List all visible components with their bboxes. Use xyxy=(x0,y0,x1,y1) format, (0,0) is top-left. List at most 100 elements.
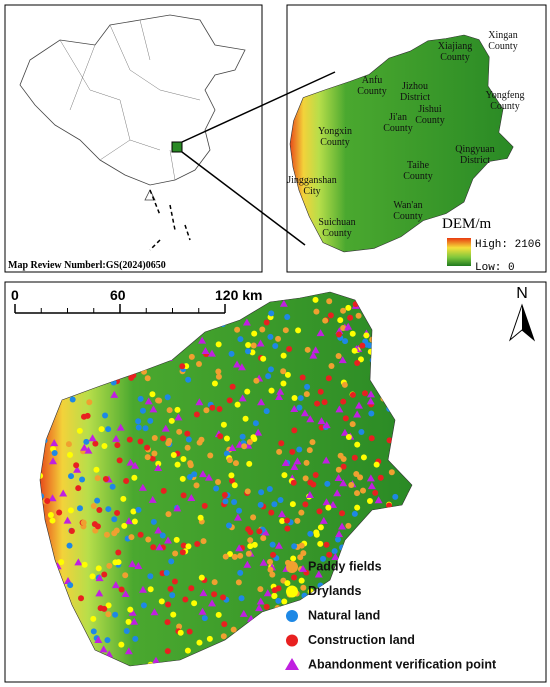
sample-point xyxy=(260,535,267,542)
sample-point xyxy=(325,504,332,511)
sample-point xyxy=(284,371,291,378)
sample-point xyxy=(379,367,386,374)
inset-frame xyxy=(4,4,263,273)
sample-point xyxy=(176,428,183,435)
sample-point xyxy=(164,394,171,401)
sample-point xyxy=(296,404,303,411)
dem-ramp xyxy=(447,238,471,266)
sample-point xyxy=(354,359,361,366)
sample-point xyxy=(262,642,269,649)
sample-point xyxy=(147,586,154,593)
sample-point xyxy=(228,314,235,321)
sample-point xyxy=(190,318,197,325)
sample-point xyxy=(297,612,304,619)
sample-point xyxy=(386,405,393,412)
sample-point xyxy=(313,529,320,536)
sample-point xyxy=(185,436,192,443)
sample-point xyxy=(345,434,352,441)
sample-point xyxy=(40,304,46,311)
sample-point xyxy=(291,543,298,550)
sample-point xyxy=(90,615,97,622)
sample-point xyxy=(317,388,324,395)
verification-point xyxy=(314,570,323,578)
sample-point xyxy=(395,326,402,333)
sample-point xyxy=(149,455,156,462)
sample-point xyxy=(355,539,362,546)
sample-point xyxy=(127,606,134,613)
verification-point xyxy=(149,405,158,413)
sample-point xyxy=(193,482,200,489)
sample-point xyxy=(137,395,144,402)
county-label: Yongxin County xyxy=(318,126,352,148)
sample-point xyxy=(282,327,289,334)
sample-point xyxy=(93,296,100,303)
sample-point xyxy=(229,383,236,390)
sample-point xyxy=(317,540,324,547)
sample-point xyxy=(263,603,270,610)
sample-point xyxy=(70,310,77,317)
sample-point xyxy=(47,512,54,519)
verification-point xyxy=(392,366,401,374)
sample-point xyxy=(311,646,318,653)
sample-point xyxy=(131,518,138,525)
sample-point xyxy=(393,298,400,305)
sample-point xyxy=(94,497,101,504)
verification-point xyxy=(336,625,345,633)
sample-point xyxy=(188,585,195,592)
sample-point xyxy=(388,469,395,476)
sample-point xyxy=(246,460,253,467)
sample-point xyxy=(55,614,62,621)
sample-point xyxy=(307,530,314,537)
sample-point xyxy=(231,499,238,506)
sample-point xyxy=(374,543,381,550)
sample-point xyxy=(58,559,65,566)
sample-point xyxy=(171,578,178,585)
verification-point xyxy=(111,331,120,339)
sample-point xyxy=(275,335,282,342)
sample-point xyxy=(335,331,342,338)
sample-point xyxy=(115,559,122,566)
sample-point xyxy=(105,611,112,618)
sample-point xyxy=(159,435,166,442)
verification-point xyxy=(311,346,320,354)
sample-point xyxy=(337,452,344,459)
sample-point xyxy=(51,450,58,457)
sample-point xyxy=(179,475,186,482)
sample-point xyxy=(132,635,139,642)
sample-point xyxy=(203,407,210,414)
sample-point xyxy=(334,536,341,543)
sample-point xyxy=(123,628,130,635)
sample-point xyxy=(284,517,291,524)
verification-point xyxy=(255,604,264,612)
sample-point xyxy=(44,373,51,380)
verification-point xyxy=(204,473,213,481)
verification-point xyxy=(134,562,143,570)
sample-point xyxy=(388,564,395,571)
sample-point xyxy=(169,592,176,599)
verification-point xyxy=(187,494,196,502)
sample-point xyxy=(40,493,45,500)
verification-point xyxy=(154,526,163,534)
sample-point xyxy=(349,391,356,398)
verification-point xyxy=(155,543,164,551)
sample-point xyxy=(49,517,56,524)
sample-point xyxy=(115,314,122,321)
sample-point xyxy=(394,555,401,562)
sample-point xyxy=(234,326,241,333)
main-frame xyxy=(4,281,547,683)
sample-point xyxy=(81,371,88,378)
sample-point xyxy=(263,408,270,415)
sample-point xyxy=(100,378,107,385)
sample-point xyxy=(383,292,390,297)
sample-point xyxy=(311,599,318,606)
sample-point xyxy=(324,480,331,487)
verification-point xyxy=(233,513,242,521)
sample-point xyxy=(402,592,409,599)
sample-point xyxy=(119,367,126,374)
sample-point xyxy=(231,482,238,489)
verification-point xyxy=(59,489,68,497)
sample-point xyxy=(135,424,142,431)
sample-point xyxy=(196,639,203,646)
sample-point xyxy=(207,452,214,459)
sample-point xyxy=(382,568,389,575)
